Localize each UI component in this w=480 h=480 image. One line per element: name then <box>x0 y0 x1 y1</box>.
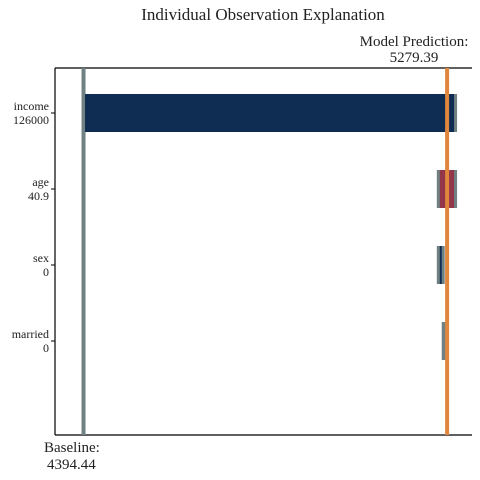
y-tick-value-income: 126000 <box>13 113 49 127</box>
y-tick-value-sex: 0 <box>43 265 49 279</box>
y-tick-value-married: 0 <box>43 341 49 355</box>
y-tick-label-age: age <box>32 175 49 189</box>
baseline-label: Baseline: <box>44 440 100 456</box>
contribution-bar-sex <box>438 246 444 284</box>
y-tick-label-married: married <box>12 327 49 341</box>
chart-title: Individual Observation Explanation <box>141 5 385 24</box>
baseline-value: 4394.44 <box>47 457 96 473</box>
contribution-bar-income <box>83 94 456 132</box>
y-tick-value-age: 40.9 <box>28 189 49 203</box>
prediction-label: Model Prediction: <box>360 34 469 50</box>
prediction-value: 5279.39 <box>390 50 439 66</box>
y-tick-label-income: income <box>14 99 49 113</box>
y-tick-label-sex: sex <box>33 251 49 265</box>
